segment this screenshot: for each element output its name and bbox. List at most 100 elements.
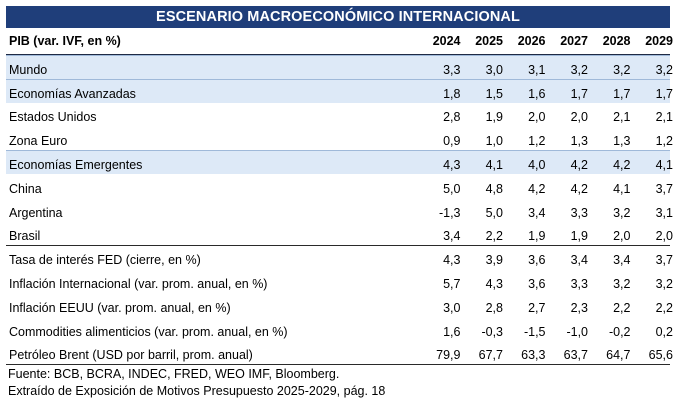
row-value: 3,2 <box>613 62 631 77</box>
row-value: 4,2 <box>613 157 631 172</box>
row-value: 4,1 <box>485 157 503 172</box>
row-value: 1,3 <box>570 134 588 149</box>
row-value: 1,7 <box>655 86 673 101</box>
row-value: 4,3 <box>443 253 461 268</box>
row-value: 1,9 <box>528 229 546 244</box>
table-row: Brasil 3,4 2,2 1,9 1,9 2,0 2,0 <box>6 222 673 246</box>
row-value: 3,3 <box>570 276 588 291</box>
row-value: 1,7 <box>570 86 588 101</box>
row-value: -1,5 <box>523 324 546 339</box>
macro-table: ESCENARIO MACROECONÓMICO INTERNACIONAL P… <box>6 6 673 400</box>
row-value: 3,2 <box>655 276 673 291</box>
row-label: Inflación Internacional (var. prom. anua… <box>9 276 268 291</box>
row-value: 1,2 <box>528 134 546 149</box>
row-value: 1,7 <box>613 86 631 101</box>
row-value: 2,3 <box>570 300 588 315</box>
row-value: 3,7 <box>655 253 673 268</box>
row-value: 5,7 <box>443 276 461 291</box>
row-value: -1,3 <box>438 205 461 220</box>
row-value: 1,9 <box>485 110 503 125</box>
row-value: -0,2 <box>608 324 631 339</box>
header-year: 2027 <box>560 34 588 48</box>
row-label: Commodities alimenticios (var. prom. anu… <box>9 324 288 339</box>
row-value: 3,7 <box>655 181 673 196</box>
row-value: 3,6 <box>528 276 546 291</box>
row-value: 4,1 <box>655 157 673 172</box>
row-label: Brasil <box>9 229 41 244</box>
row-value: 64,7 <box>606 348 631 363</box>
row-value: 3,6 <box>528 253 546 268</box>
row-value: -0,3 <box>481 324 503 339</box>
row-value: -1,0 <box>566 324 588 339</box>
table-row: Economías Emergentes 4,3 4,1 4,0 4,2 4,2 4,1 <box>6 150 673 174</box>
row-value: 63,3 <box>521 348 546 363</box>
row-value: 1,5 <box>485 86 503 101</box>
row-value: 0,2 <box>655 324 673 339</box>
row-value: 63,7 <box>563 348 588 363</box>
row-value: 2,2 <box>655 300 673 315</box>
row-value: 3,1 <box>655 205 673 220</box>
header-year: 2025 <box>475 34 503 48</box>
row-value: 4,8 <box>485 181 503 196</box>
row-value: 3,4 <box>613 253 631 268</box>
table-row: Mundo 3,3 3,0 3,1 3,2 3,2 3,2 <box>6 55 673 79</box>
header-year: 2026 <box>517 34 546 48</box>
table-row: Petróleo Brent (USD por barril, prom. an… <box>6 341 673 365</box>
row-value: 1,8 <box>443 86 461 101</box>
row-label: China <box>9 181 42 196</box>
row-value: 3,3 <box>570 205 588 220</box>
row-value: 3,4 <box>443 229 461 244</box>
row-value: 2,2 <box>485 229 503 244</box>
row-label: Zona Euro <box>9 134 68 149</box>
row-value: 2,1 <box>613 110 631 125</box>
source-note: Fuente: BCB, BCRA, INDEC, FRED, WEO IMF,… <box>8 367 340 382</box>
row-value: 3,2 <box>570 62 588 77</box>
table-row: Estados Unidos 2,8 1,9 2,0 2,0 2,1 2,1 <box>6 103 673 127</box>
row-value: 2,0 <box>570 110 588 125</box>
row-value: 0,9 <box>443 134 461 149</box>
row-label: Economías Emergentes <box>9 157 143 172</box>
row-value: 3,3 <box>443 62 461 77</box>
header-year: 2024 <box>432 34 461 48</box>
row-value: 4,3 <box>485 276 503 291</box>
row-value: 2,0 <box>528 110 546 125</box>
row-value: 1,9 <box>570 229 588 244</box>
table-row: Tasa de interés FED (cierre, en %) 4,3 3,9… <box>6 245 673 269</box>
table-header-row: PIB (var. IVF, en %) 2024 2025 2026 2027… <box>6 28 673 55</box>
row-value: 1,3 <box>613 134 631 149</box>
row-value: 4,3 <box>443 157 461 172</box>
table-row: Commodities alimenticios (var. prom. anu… <box>6 317 673 341</box>
table-row: Inflación Internacional (var. prom. anua… <box>6 269 673 293</box>
row-value: 2,0 <box>655 229 673 244</box>
row-value: 2,7 <box>528 300 546 315</box>
header-label: PIB (var. IVF, en %) <box>9 34 121 48</box>
row-value: 3,2 <box>613 276 631 291</box>
row-value: 3,2 <box>655 62 673 77</box>
row-value: 3,2 <box>613 205 631 220</box>
row-value: 3,1 <box>528 62 546 77</box>
table-row: Inflación EEUU (var. prom. anual, en %) 3… <box>6 293 673 317</box>
row-label: Economías Avanzadas <box>9 86 136 101</box>
row-value: 2,8 <box>443 110 461 125</box>
row-value: 4,2 <box>528 181 546 196</box>
row-value: 1,0 <box>485 134 503 149</box>
row-value: 4,0 <box>528 157 546 172</box>
row-label: Mundo <box>9 62 48 77</box>
row-value: 4,2 <box>570 181 588 196</box>
header-year: 2028 <box>602 34 631 48</box>
row-value: 65,6 <box>648 348 673 363</box>
table-row: Argentina -1,3 5,0 3,4 3,3 3,2 3,1 <box>6 198 673 222</box>
row-value: 3,0 <box>443 300 461 315</box>
row-label: Petróleo Brent (USD por barril, prom. an… <box>9 348 253 363</box>
row-value: 5,0 <box>485 205 503 220</box>
table-footer: Fuente: BCB, BCRA, INDEC, FRED, WEO IMF,… <box>6 366 670 400</box>
row-value: 67,7 <box>478 348 503 363</box>
row-label: Tasa de interés FED (cierre, en %) <box>9 253 201 268</box>
header-year: 2029 <box>645 34 673 48</box>
row-value: 3,4 <box>570 253 588 268</box>
table-bottom-rule <box>6 364 670 366</box>
row-value: 4,2 <box>570 157 588 172</box>
extract-note: Extraído de Exposición de Motivos Presup… <box>8 384 386 399</box>
row-value: 3,4 <box>528 205 546 220</box>
row-label: Estados Unidos <box>9 110 97 125</box>
